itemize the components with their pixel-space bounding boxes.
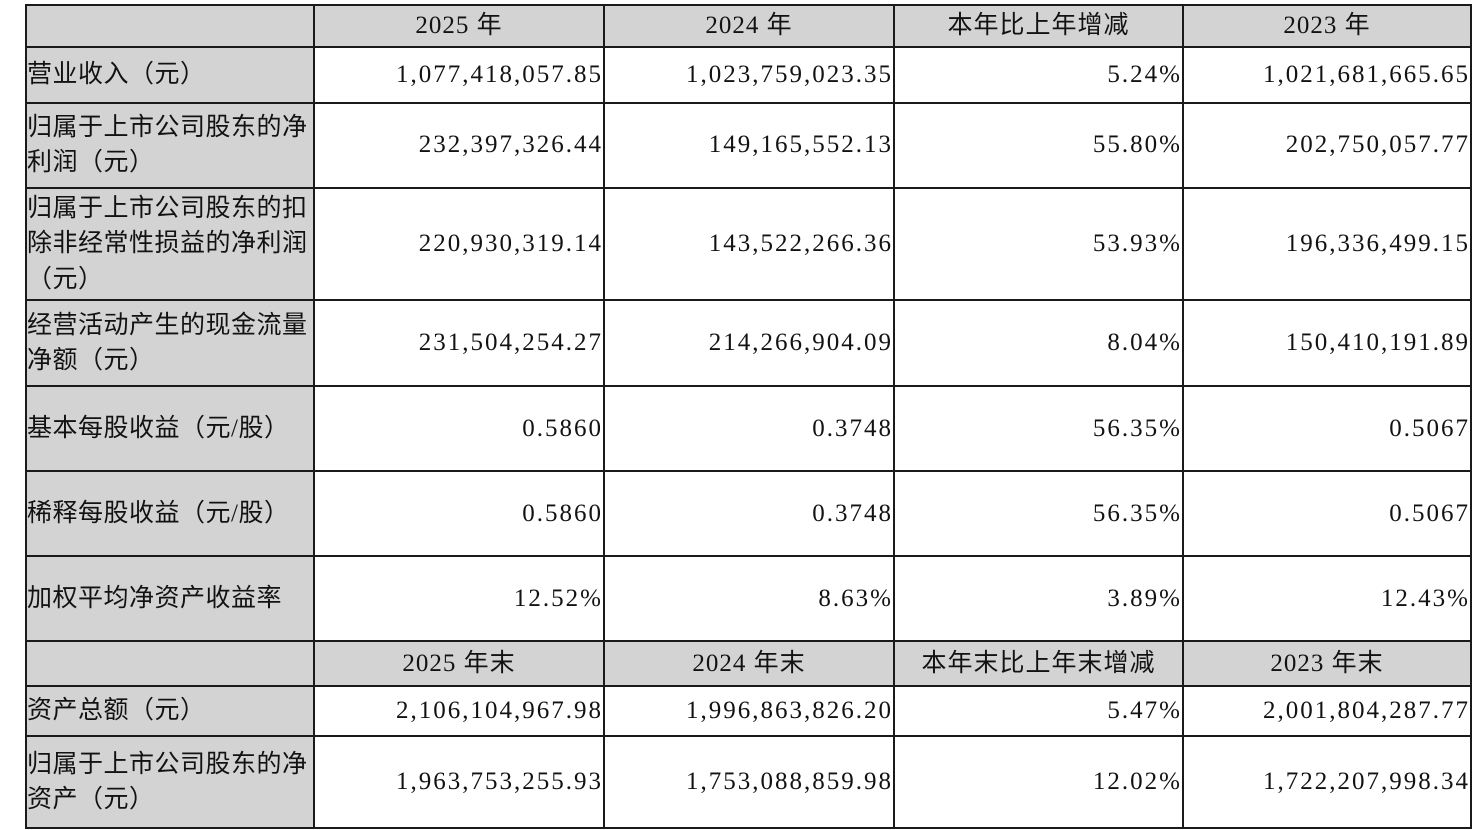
- cell-value: 0.5067: [1182, 385, 1472, 472]
- row-label: 归属于上市公司股东的净利润（元）: [25, 101, 315, 189]
- table-row-revenue: 营业收入（元） 1,077,418,057.85 1,023,759,023.3…: [25, 45, 1472, 104]
- financial-summary-table: 2025 年 2024 年 本年比上年增减 2023 年 营业收入（元） 1,0…: [25, 4, 1472, 829]
- cell-value: 150,410,191.89: [1182, 299, 1472, 387]
- header-cell-2024-end: 2024 年末: [603, 640, 895, 687]
- cell-value: 0.5860: [313, 470, 605, 557]
- cell-value: 3.89%: [893, 555, 1184, 642]
- cell-value: 1,077,418,057.85: [313, 45, 605, 104]
- header-cell-yoy-change: 本年比上年增减: [893, 4, 1184, 48]
- header-cell-2025: 2025 年: [313, 4, 605, 48]
- cell-value: 56.35%: [893, 470, 1184, 557]
- cell-value: 1,753,088,859.98: [603, 735, 895, 829]
- cell-value: 8.63%: [603, 555, 895, 642]
- row-label: 归属于上市公司股东的扣除非经常性损益的净利润（元）: [25, 186, 315, 301]
- cell-value: 1,996,863,826.20: [603, 685, 895, 737]
- row-label: 基本每股收益（元/股）: [25, 385, 315, 472]
- cell-value: 0.3748: [603, 385, 895, 472]
- cell-value: 8.04%: [893, 299, 1184, 387]
- cell-value: 12.02%: [893, 735, 1184, 829]
- header-cell-2023-end: 2023 年末: [1182, 640, 1472, 687]
- cell-value: 0.3748: [603, 470, 895, 557]
- cell-value: 1,021,681,665.65: [1182, 45, 1472, 104]
- header-cell-2025-end: 2025 年末: [313, 640, 605, 687]
- table-row-net-assets: 归属于上市公司股东的净资产（元） 1,963,753,255.93 1,753,…: [25, 735, 1472, 829]
- row-label: 归属于上市公司股东的净资产（元）: [25, 735, 315, 829]
- table-row-operating-cash-flow: 经营活动产生的现金流量净额（元） 231,504,254.27 214,266,…: [25, 299, 1472, 387]
- cell-value: 232,397,326.44: [313, 101, 605, 189]
- header-cell-blank: [25, 4, 315, 48]
- table-row-net-profit: 归属于上市公司股东的净利润（元） 232,397,326.44 149,165,…: [25, 101, 1472, 189]
- header-cell-blank: [25, 640, 315, 687]
- cell-value: 53.93%: [893, 186, 1184, 301]
- cell-value: 1,963,753,255.93: [313, 735, 605, 829]
- header-row-period-end: 2025 年末 2024 年末 本年末比上年末增减 2023 年末: [25, 640, 1472, 687]
- cell-value: 5.24%: [893, 45, 1184, 104]
- table-row-diluted-eps: 稀释每股收益（元/股） 0.5860 0.3748 56.35% 0.5067: [25, 470, 1472, 557]
- cell-value: 231,504,254.27: [313, 299, 605, 387]
- header-row-annual: 2025 年 2024 年 本年比上年增减 2023 年: [25, 4, 1472, 48]
- table-row-basic-eps: 基本每股收益（元/股） 0.5860 0.3748 56.35% 0.5067: [25, 385, 1472, 472]
- cell-value: 143,522,266.36: [603, 186, 895, 301]
- cell-value: 0.5067: [1182, 470, 1472, 557]
- cell-value: 1,722,207,998.34: [1182, 735, 1472, 829]
- cell-value: 5.47%: [893, 685, 1184, 737]
- table-row-net-profit-excl-nonrecurring: 归属于上市公司股东的扣除非经常性损益的净利润（元） 220,930,319.14…: [25, 186, 1472, 301]
- row-label: 资产总额（元）: [25, 685, 315, 737]
- header-cell-yoy-end-change: 本年末比上年末增减: [893, 640, 1184, 687]
- cell-value: 202,750,057.77: [1182, 101, 1472, 189]
- cell-value: 0.5860: [313, 385, 605, 472]
- row-label: 稀释每股收益（元/股）: [25, 470, 315, 557]
- cell-value: 12.52%: [313, 555, 605, 642]
- header-cell-2024: 2024 年: [603, 4, 895, 48]
- cell-value: 12.43%: [1182, 555, 1472, 642]
- row-label: 加权平均净资产收益率: [25, 555, 315, 642]
- cell-value: 55.80%: [893, 101, 1184, 189]
- cell-value: 2,106,104,967.98: [313, 685, 605, 737]
- table-row-weighted-avg-roe: 加权平均净资产收益率 12.52% 8.63% 3.89% 12.43%: [25, 555, 1472, 642]
- row-label: 营业收入（元）: [25, 45, 315, 104]
- cell-value: 1,023,759,023.35: [603, 45, 895, 104]
- cell-value: 56.35%: [893, 385, 1184, 472]
- cell-value: 214,266,904.09: [603, 299, 895, 387]
- cell-value: 196,336,499.15: [1182, 186, 1472, 301]
- cell-value: 2,001,804,287.77: [1182, 685, 1472, 737]
- cell-value: 220,930,319.14: [313, 186, 605, 301]
- table-row-total-assets: 资产总额（元） 2,106,104,967.98 1,996,863,826.2…: [25, 685, 1472, 737]
- row-label: 经营活动产生的现金流量净额（元）: [25, 299, 315, 387]
- header-cell-2023: 2023 年: [1182, 4, 1472, 48]
- cell-value: 149,165,552.13: [603, 101, 895, 189]
